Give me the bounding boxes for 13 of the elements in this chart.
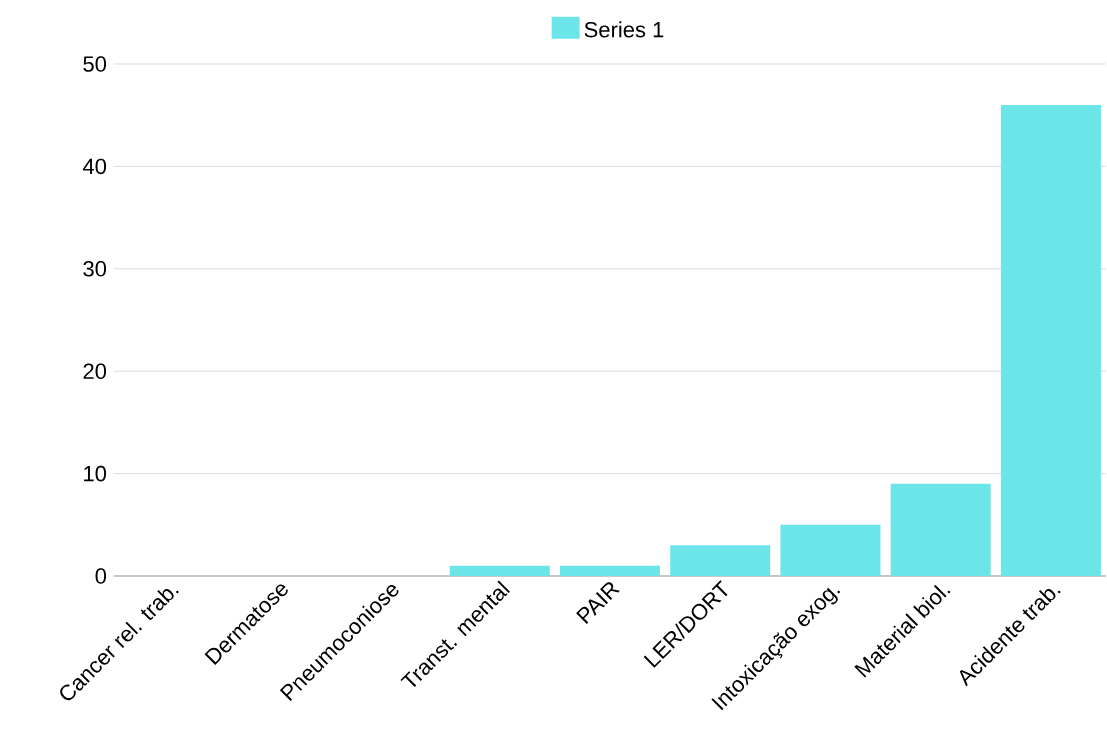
bar	[780, 524, 881, 576]
y-tick-label: 10	[84, 465, 107, 482]
bar	[1000, 104, 1101, 576]
bar	[449, 565, 550, 576]
y-tick-label: 0	[95, 568, 107, 584]
bar	[890, 483, 991, 576]
legend-label: Series 1	[584, 21, 664, 38]
y-tick-label: 50	[83, 56, 107, 72]
y-tick-label: 40	[82, 158, 107, 175]
y-tick-label: 20	[83, 363, 107, 379]
bar	[670, 545, 771, 576]
y-tick-label: 30	[83, 261, 107, 277]
bar	[560, 565, 660, 576]
